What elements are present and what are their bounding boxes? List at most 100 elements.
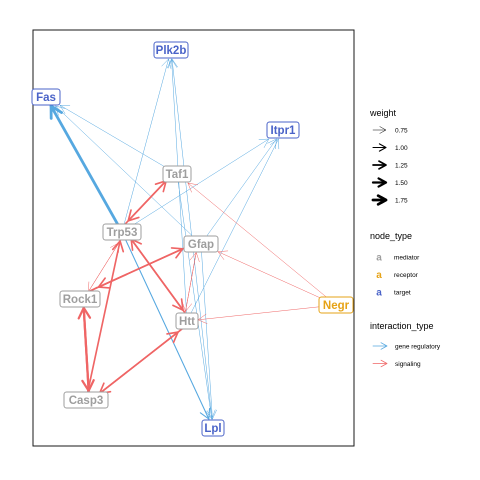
node-trp53: Trp53 [102, 223, 142, 241]
node-label-box [175, 312, 199, 330]
edge-Htt-to-Itpr1 [189, 138, 280, 316]
edge-Gfap-to-Lpl [201, 249, 217, 420]
edge-line [55, 105, 196, 239]
edge-line [86, 240, 121, 396]
node-itpr1: Itpr1 [266, 121, 300, 139]
legend-weight-arrowhead [378, 143, 387, 152]
edge-arrowhead [182, 301, 192, 312]
edge-line [49, 104, 121, 229]
legend-interaction-arrowhead [380, 359, 388, 368]
edge-Trp53-to-Plk2b [123, 58, 172, 227]
edge-arrowhead [205, 409, 216, 420]
legend-node-type-key: a [376, 288, 382, 299]
node-label-box [59, 290, 101, 308]
legend-interaction-arrowhead [380, 342, 388, 350]
node-label-box [63, 391, 109, 409]
edge-arrowhead [258, 138, 270, 148]
edge-Gfap-to-Htt [182, 248, 198, 312]
legend-title: interaction_type [370, 321, 434, 331]
edge-line [189, 138, 279, 316]
legend-node-type-key: a [376, 253, 382, 264]
node-label-box [201, 419, 225, 437]
edge-Gfap-to-Rock1 [97, 244, 191, 289]
legend-node-type-label: mediator [394, 255, 420, 262]
edge-line [59, 104, 169, 170]
legend-weight-label: 1.50 [395, 180, 408, 187]
legend-interaction-label: signaling [395, 361, 421, 368]
legend-weight-label: 1.75 [395, 198, 408, 205]
edge-line [187, 182, 330, 300]
legend-weight: weight 0.75 1.00 1.25 1.50 1.75 [369, 108, 408, 206]
edge-arrowhead [199, 407, 211, 420]
node-label: Htt [179, 316, 195, 328]
edge-arrowhead [267, 138, 277, 150]
edge-Trp53-to-Itpr1 [130, 138, 270, 227]
node-label-box [31, 88, 61, 106]
legend-weight-item: 1.25 [372, 160, 408, 170]
node-label-box [318, 296, 354, 314]
edge-line [123, 58, 169, 227]
edge-arrowhead [55, 105, 66, 116]
edge-Gfap-to-Fas [55, 105, 196, 239]
node-label: Fas [36, 92, 56, 104]
node-label-box [102, 223, 142, 241]
node-casp3: Casp3 [63, 391, 109, 409]
node-plk2b: Plk2b [153, 41, 189, 59]
edge-arrowhead [217, 250, 229, 260]
legend-node-type-label: receptor [394, 272, 419, 279]
legend-node-type-item: a mediator [376, 253, 420, 264]
edge-Taf1-to-Lpl [177, 179, 216, 420]
edge-line [98, 327, 184, 395]
node-label: Gfap [188, 239, 214, 251]
legend-title: weight [369, 108, 397, 118]
node-label: Casp3 [69, 395, 104, 407]
edge-arrowhead [187, 182, 198, 193]
edge-line [130, 138, 270, 227]
edge-Negr-to-Gfap [217, 250, 327, 301]
node-rock1: Rock1 [59, 290, 101, 308]
edge-line [130, 238, 187, 315]
edge-line [204, 138, 277, 239]
legend-node-type-label: target [394, 290, 411, 297]
edge-line [185, 248, 198, 312]
node-label: Taf1 [166, 169, 189, 181]
edge-line [88, 238, 122, 292]
edge-line [127, 176, 171, 222]
edge-line [197, 305, 327, 321]
legend-weight-item: 0.75 [372, 126, 408, 135]
edge-Trp53-to-Lpl [123, 236, 211, 420]
node-taf1: Taf1 [162, 165, 192, 183]
edge-line [123, 236, 210, 420]
node-lpl: Lpl [201, 419, 225, 437]
edge-arrowhead [59, 104, 71, 114]
edge-arrowhead [97, 277, 111, 289]
edge-arrowhead [206, 409, 217, 420]
node-label: Itpr1 [271, 125, 297, 137]
edge-line [201, 249, 213, 420]
edge-line [177, 179, 212, 420]
legend-weight-label: 0.75 [395, 128, 408, 135]
legend-weight-arrowhead [378, 160, 387, 170]
node-fas: Fas [31, 88, 61, 106]
legend-interaction-label: gene regulatory [395, 344, 441, 351]
edge-Taf1-to-Fas [59, 104, 169, 170]
legend-weight-item: 1.50 [371, 177, 408, 188]
edge-arrowhead [127, 209, 140, 222]
edge-Taf1-to-Trp53 [127, 176, 171, 222]
node-label-box [183, 235, 219, 253]
node-negr: Negr [318, 296, 354, 314]
legend-interaction-type-item: signaling [372, 359, 421, 368]
node-label: Plk2b [156, 45, 187, 57]
legend-weight-item: 1.75 [371, 194, 408, 206]
edge-Negr-to-Taf1 [187, 182, 330, 300]
legend-node-type-key: a [376, 270, 382, 281]
legend-node-type-item: a receptor [376, 270, 418, 281]
edge-line [217, 251, 327, 301]
node-gfap: Gfap [183, 235, 219, 253]
legend-weight-arrowhead [379, 126, 387, 134]
edge-line [97, 244, 191, 288]
edge-Casp3-to-Trp53 [86, 240, 125, 396]
nodes-layer: Plk2b Fas Itpr1 Taf1 Trp53 Gfap Rock1 Negr Htt Ca… [31, 41, 354, 437]
